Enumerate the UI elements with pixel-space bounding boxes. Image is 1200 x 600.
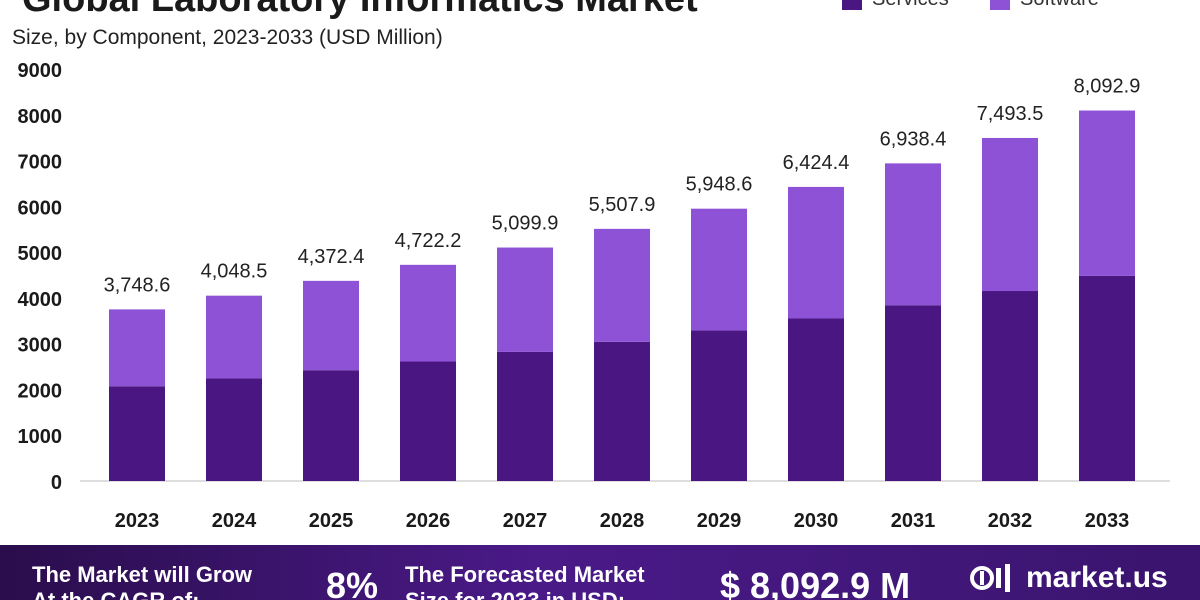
summary-banner: The Market will Grow At the CAGR of: 8% … <box>0 545 1200 600</box>
total-label-2024: 4,048.5 <box>201 261 268 283</box>
total-label-2031: 6,938.4 <box>880 128 947 150</box>
bar-software-2030 <box>788 186 844 319</box>
total-label-2033: 8,092.9 <box>1074 76 1141 98</box>
x-tick-label-2032: 2032 <box>988 510 1033 532</box>
x-tick-label-2023: 2023 <box>115 510 160 532</box>
grow-text: The Market will Grow At the CAGR of: <box>32 562 252 600</box>
bar-services-2026 <box>400 361 456 481</box>
y-tick-label: 1000 <box>18 426 63 448</box>
bar-services-2025 <box>303 370 359 481</box>
bar-software-2032 <box>982 137 1038 292</box>
total-label-2029: 5,948.6 <box>686 174 753 196</box>
bar-services-2027 <box>497 351 553 481</box>
y-tick-label: 9000 <box>18 60 63 82</box>
x-tick-label-2029: 2029 <box>697 510 742 532</box>
total-label-2028: 5,507.9 <box>589 194 656 216</box>
total-label-2032: 7,493.5 <box>977 103 1044 125</box>
market-us-logo-icon <box>970 564 1010 592</box>
total-label-2030: 6,424.4 <box>783 152 850 174</box>
bar-software-2027 <box>497 247 553 352</box>
x-tick-label-2024: 2024 <box>212 510 257 532</box>
y-tick-label: 6000 <box>18 197 63 219</box>
bar-services-2028 <box>594 341 650 481</box>
bar-services-2023 <box>109 386 165 481</box>
total-label-2026: 4,722.2 <box>395 230 462 252</box>
y-tick-label: 5000 <box>18 243 63 265</box>
x-tick-label-2028: 2028 <box>600 510 645 532</box>
x-tick-label-2027: 2027 <box>503 510 548 532</box>
x-tick-label-2030: 2030 <box>794 510 839 532</box>
grow-text-line1: The Market will Grow <box>32 562 253 587</box>
bar-software-2026 <box>400 264 456 362</box>
bar-chart: 0 1000 2000 3000 4000 5000 6000 7000 8000 9000 3,7… <box>18 60 1170 532</box>
total-label-2027: 5,099.9 <box>492 213 559 235</box>
bar-software-2029 <box>691 208 747 331</box>
bar-services-2024 <box>206 378 262 481</box>
x-tick-label-2025: 2025 <box>309 510 354 532</box>
total-label-2023: 3,748.6 <box>104 274 171 296</box>
bar-services-2030 <box>788 318 844 481</box>
brand-logo: market.us <box>970 561 1168 595</box>
bar-services-2033 <box>1079 275 1135 481</box>
bar-software-2033 <box>1079 110 1135 276</box>
forecast-text: The Forecasted Market Size for 2033 in U… <box>405 562 645 600</box>
legend-label-services: Services <box>872 0 949 11</box>
brand-name: market.us <box>1026 561 1168 594</box>
forecast-value: $ 8,092.9 M <box>720 565 911 600</box>
y-tick-label: 4000 <box>18 289 63 311</box>
y-tick-label: 8000 <box>18 106 63 128</box>
forecast-text-line1: The Forecasted Market <box>405 562 645 587</box>
bar-software-2031 <box>885 163 941 306</box>
x-tick-label-2031: 2031 <box>891 510 936 532</box>
legend-label-software: Software <box>1020 0 1099 11</box>
x-tick-label-2033: 2033 <box>1085 510 1130 532</box>
total-label-2025: 4,372.4 <box>298 246 365 268</box>
legend-swatch-services <box>842 0 862 10</box>
bar-software-2023 <box>109 309 165 387</box>
y-tick-label: 7000 <box>18 152 63 174</box>
y-tick-label: 3000 <box>18 335 63 357</box>
x-tick-label-2026: 2026 <box>406 510 451 532</box>
bar-services-2032 <box>982 291 1038 481</box>
y-tick-label: 2000 <box>18 380 63 402</box>
bar-services-2031 <box>885 305 941 481</box>
chart-area: Global Laboratory Informatics Market Siz… <box>12 0 1170 532</box>
bar-software-2024 <box>206 295 262 379</box>
legend-item-services: Services <box>842 0 949 11</box>
bar-software-2028 <box>594 228 650 342</box>
legend-item-software: Software <box>990 0 1099 11</box>
grow-text-line2: At the CAGR of: <box>32 588 252 600</box>
legend-swatch-software <box>990 0 1010 10</box>
chart-subtitle: Size, by Component, 2023-2033 (USD Milli… <box>12 26 443 49</box>
bar-services-2029 <box>691 330 747 481</box>
chart-title: Global Laboratory Informatics Market <box>22 0 698 21</box>
forecast-text-line2: Size for 2033 in USD: <box>405 588 645 600</box>
bar-software-2025 <box>303 280 359 371</box>
y-tick-label: 0 <box>51 472 62 494</box>
cagr-value: 8% <box>326 565 379 600</box>
